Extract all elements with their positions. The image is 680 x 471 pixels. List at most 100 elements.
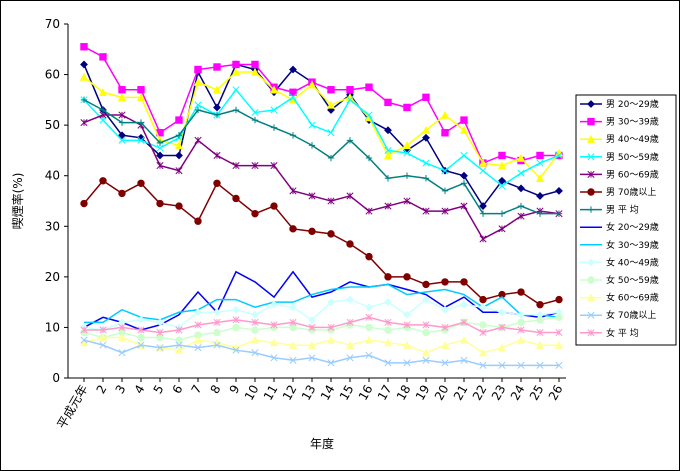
marker (346, 318, 354, 326)
marker (421, 125, 431, 134)
marker (270, 106, 278, 114)
marker (384, 318, 392, 326)
marker (403, 310, 411, 319)
marker (498, 151, 506, 160)
marker (346, 295, 354, 304)
marker (441, 278, 449, 286)
marker (365, 313, 373, 321)
x-tick-label: 12 (280, 383, 300, 403)
marker (289, 225, 297, 233)
marker (213, 308, 221, 317)
legend-label: 男 40～49歳 (606, 133, 659, 145)
marker (441, 207, 449, 215)
marker (327, 230, 335, 238)
legend-item: 男 60～69歳 (580, 168, 659, 180)
marker (213, 151, 221, 160)
marker (270, 124, 278, 131)
marker (118, 119, 126, 126)
marker (99, 106, 107, 114)
legend-item: 女 70歳以上 (580, 309, 656, 321)
marker (535, 173, 545, 182)
marker (536, 328, 544, 337)
marker (441, 167, 449, 175)
marker (99, 53, 107, 61)
marker (308, 121, 316, 129)
y-tick-label: 10 (45, 320, 60, 334)
x-tick-label: 22 (470, 383, 490, 403)
marker (421, 348, 431, 357)
marker (232, 194, 240, 203)
marker (137, 333, 145, 342)
marker (193, 335, 203, 344)
series (80, 313, 563, 337)
marker (422, 93, 430, 102)
marker (289, 303, 297, 312)
marker (175, 132, 183, 139)
marker (555, 210, 563, 217)
marker (289, 318, 297, 326)
marker (498, 323, 506, 331)
marker (270, 202, 278, 210)
marker (440, 110, 450, 119)
marker (403, 172, 411, 179)
marker (383, 338, 393, 347)
legend-item: 男 20～29歳 (580, 98, 659, 110)
marker (587, 206, 595, 213)
marker (555, 328, 563, 337)
marker (175, 167, 183, 175)
marker (327, 323, 335, 331)
legend-label: 女 40～49歳 (606, 256, 659, 268)
marker (460, 180, 468, 187)
marker (517, 326, 525, 334)
marker (384, 126, 392, 135)
marker (250, 67, 260, 76)
marker (555, 361, 563, 369)
marker (517, 184, 525, 193)
marker (403, 321, 411, 329)
marker (384, 146, 392, 154)
marker (587, 276, 595, 284)
marker (307, 340, 317, 349)
x-tick-label: 14 (318, 383, 338, 403)
marker (459, 335, 469, 344)
marker (270, 162, 278, 170)
x-tick-label: 21 (451, 383, 471, 403)
marker (99, 341, 107, 349)
marker (156, 318, 164, 327)
marker (118, 189, 126, 198)
series-line (83, 336, 559, 354)
legend-item: 女 平 均 (580, 327, 639, 339)
marker (517, 288, 525, 296)
legend-label: 男 20～29歳 (606, 98, 659, 110)
legend-label: 女 70歳以上 (606, 309, 656, 321)
legend-item: 女 50～59歳 (580, 274, 659, 286)
marker (99, 177, 107, 185)
marker (327, 359, 335, 367)
marker (346, 192, 354, 200)
marker (326, 100, 336, 109)
legend-item: 女 60～69歳 (580, 292, 659, 304)
legend-item: 男 40～49歳 (580, 133, 659, 145)
marker (137, 136, 145, 144)
y-tick-label: 40 (45, 169, 60, 183)
marker (479, 235, 487, 243)
marker (365, 351, 373, 359)
marker (251, 318, 259, 326)
marker (384, 273, 392, 281)
marker (80, 96, 88, 104)
marker (137, 341, 145, 349)
marker (479, 202, 487, 210)
marker (536, 361, 544, 369)
marker (346, 354, 354, 362)
marker (478, 348, 488, 357)
marker (117, 93, 127, 102)
marker (194, 321, 202, 329)
marker (441, 323, 449, 331)
marker (289, 93, 297, 101)
x-tick-label: 24 (508, 383, 528, 403)
marker (251, 326, 259, 334)
legend-item: 女 40～49歳 (580, 256, 659, 268)
marker (117, 333, 127, 342)
